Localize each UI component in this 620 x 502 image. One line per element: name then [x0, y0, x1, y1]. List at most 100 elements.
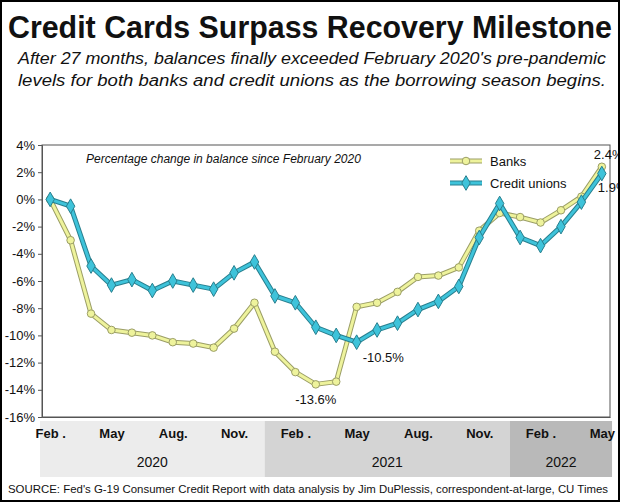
x-tick-label: Feb .: [36, 426, 66, 441]
source: SOURCE: Fed's G-19 Consumer Credit Repor…: [8, 483, 608, 495]
year-label: 2022: [545, 454, 576, 470]
series-marker: [516, 213, 524, 221]
series-marker: [87, 259, 95, 274]
y-tick-label: 2%: [16, 165, 35, 180]
series-line-outline: [50, 174, 602, 343]
series-marker: [516, 230, 524, 245]
y-tick-label: -8%: [12, 301, 36, 316]
year-label: 2021: [372, 454, 403, 470]
y-tick-label: -2%: [12, 219, 36, 234]
legend-marker: [462, 157, 470, 165]
y-tick-mark: [38, 335, 42, 336]
x-tick: Nov.: [221, 426, 248, 441]
series-marker: [332, 378, 340, 386]
series-marker: [557, 206, 565, 214]
y-tick-label: -10%: [5, 328, 36, 343]
legend-label: Credit unions: [490, 176, 567, 191]
y-tick: 2%: [16, 165, 42, 180]
series-marker: [169, 274, 177, 289]
x-tick: Nov.: [466, 426, 493, 441]
series-line: [50, 167, 602, 385]
data-labels: -13.6% 2.4% -10.5% 1.9%: [295, 147, 620, 408]
y-tick-mark: [38, 227, 42, 228]
series-marker: [66, 199, 74, 214]
series-marker: [230, 325, 238, 333]
year-label: 2020: [137, 454, 168, 470]
series-marker: [108, 326, 116, 334]
x-tick-label: May: [590, 426, 616, 441]
y-tick-label: -14%: [5, 382, 36, 397]
series-marker: [291, 295, 299, 310]
data-label: 2.4%: [594, 147, 620, 162]
y-tick-mark: [38, 308, 42, 309]
y-tick-mark: [38, 254, 42, 255]
series-marker: [394, 288, 402, 296]
series-line: [50, 174, 602, 343]
y-axis: 4% 2% 0% -2% -4% -6% -8% -10% -12% -14% -16%: [5, 138, 43, 425]
series-marker: [67, 236, 75, 244]
series-marker: [312, 381, 320, 389]
x-tick-label: Feb .: [526, 426, 556, 441]
data-label: 1.9%: [598, 180, 620, 195]
y-tick: -10%: [5, 328, 42, 343]
series-marker: [209, 282, 217, 297]
plot-frame: [42, 145, 610, 417]
data-label: -13.6%: [295, 392, 337, 407]
series-marker: [107, 278, 115, 293]
y-tick: -4%: [12, 246, 42, 261]
series-marker: [393, 316, 401, 331]
series-marker: [87, 310, 95, 318]
chart-container: Credit Cards Surpass Recovery Milestone A…: [0, 0, 620, 502]
y-tick-mark: [38, 172, 42, 173]
title: Credit Cards Surpass Recovery Milestone: [8, 10, 612, 45]
year-band: [40, 421, 265, 477]
y-tick: 4%: [16, 138, 42, 153]
series-marker: [373, 323, 381, 338]
legend-marker: [462, 176, 470, 191]
series-marker: [455, 264, 463, 272]
y-tick-mark: [38, 417, 42, 418]
series-marker: [189, 340, 197, 348]
series-marker: [292, 368, 300, 376]
series-marker: [434, 294, 442, 309]
subtitle: levels for both banks and credit unions …: [18, 72, 606, 89]
series-marker: [128, 272, 136, 287]
x-tick-label: Nov.: [221, 426, 248, 441]
series-line-outline: [50, 167, 602, 385]
x-tick-label: Feb .: [281, 426, 311, 441]
series: [46, 163, 605, 388]
outer-border: [1, 1, 619, 501]
y-tick-mark: [38, 145, 42, 146]
y-tick: -6%: [12, 274, 42, 289]
series-marker: [536, 238, 544, 253]
y-tick: -12%: [5, 355, 42, 370]
x-tick-label: Aug.: [159, 426, 188, 441]
x-tick-label: May: [99, 426, 125, 441]
series-marker: [312, 320, 320, 335]
series-marker: [230, 266, 238, 281]
series-marker: [495, 196, 503, 211]
series-marker: [271, 289, 279, 304]
x-tick: May: [590, 426, 616, 441]
y-tick-label: 4%: [16, 138, 35, 153]
series-marker: [435, 272, 443, 280]
series-marker: [332, 328, 340, 343]
data-label: -10.5%: [363, 350, 405, 365]
series-marker: [189, 278, 197, 293]
x-tick-label: Aug.: [404, 426, 433, 441]
y-tick-label: -16%: [5, 410, 36, 425]
y-tick: -14%: [5, 382, 42, 397]
x-tick: Aug.: [404, 426, 433, 441]
series-marker: [414, 273, 422, 281]
y-tick-label: 0%: [16, 192, 35, 207]
chart-svg: Credit Cards Surpass Recovery Milestone A…: [0, 0, 620, 502]
y-tick-label: -4%: [12, 246, 36, 261]
x-axis: Feb . May Aug. Nov. Feb . May Aug. Nov. Feb . May: [36, 418, 616, 442]
y-tick-label: -6%: [12, 274, 36, 289]
y-tick: -8%: [12, 301, 42, 316]
x-tick-label: May: [344, 426, 370, 441]
series-marker: [577, 195, 585, 210]
x-tick: Aug.: [159, 426, 188, 441]
y-tick: 0%: [16, 192, 42, 207]
series-marker: [169, 338, 177, 346]
